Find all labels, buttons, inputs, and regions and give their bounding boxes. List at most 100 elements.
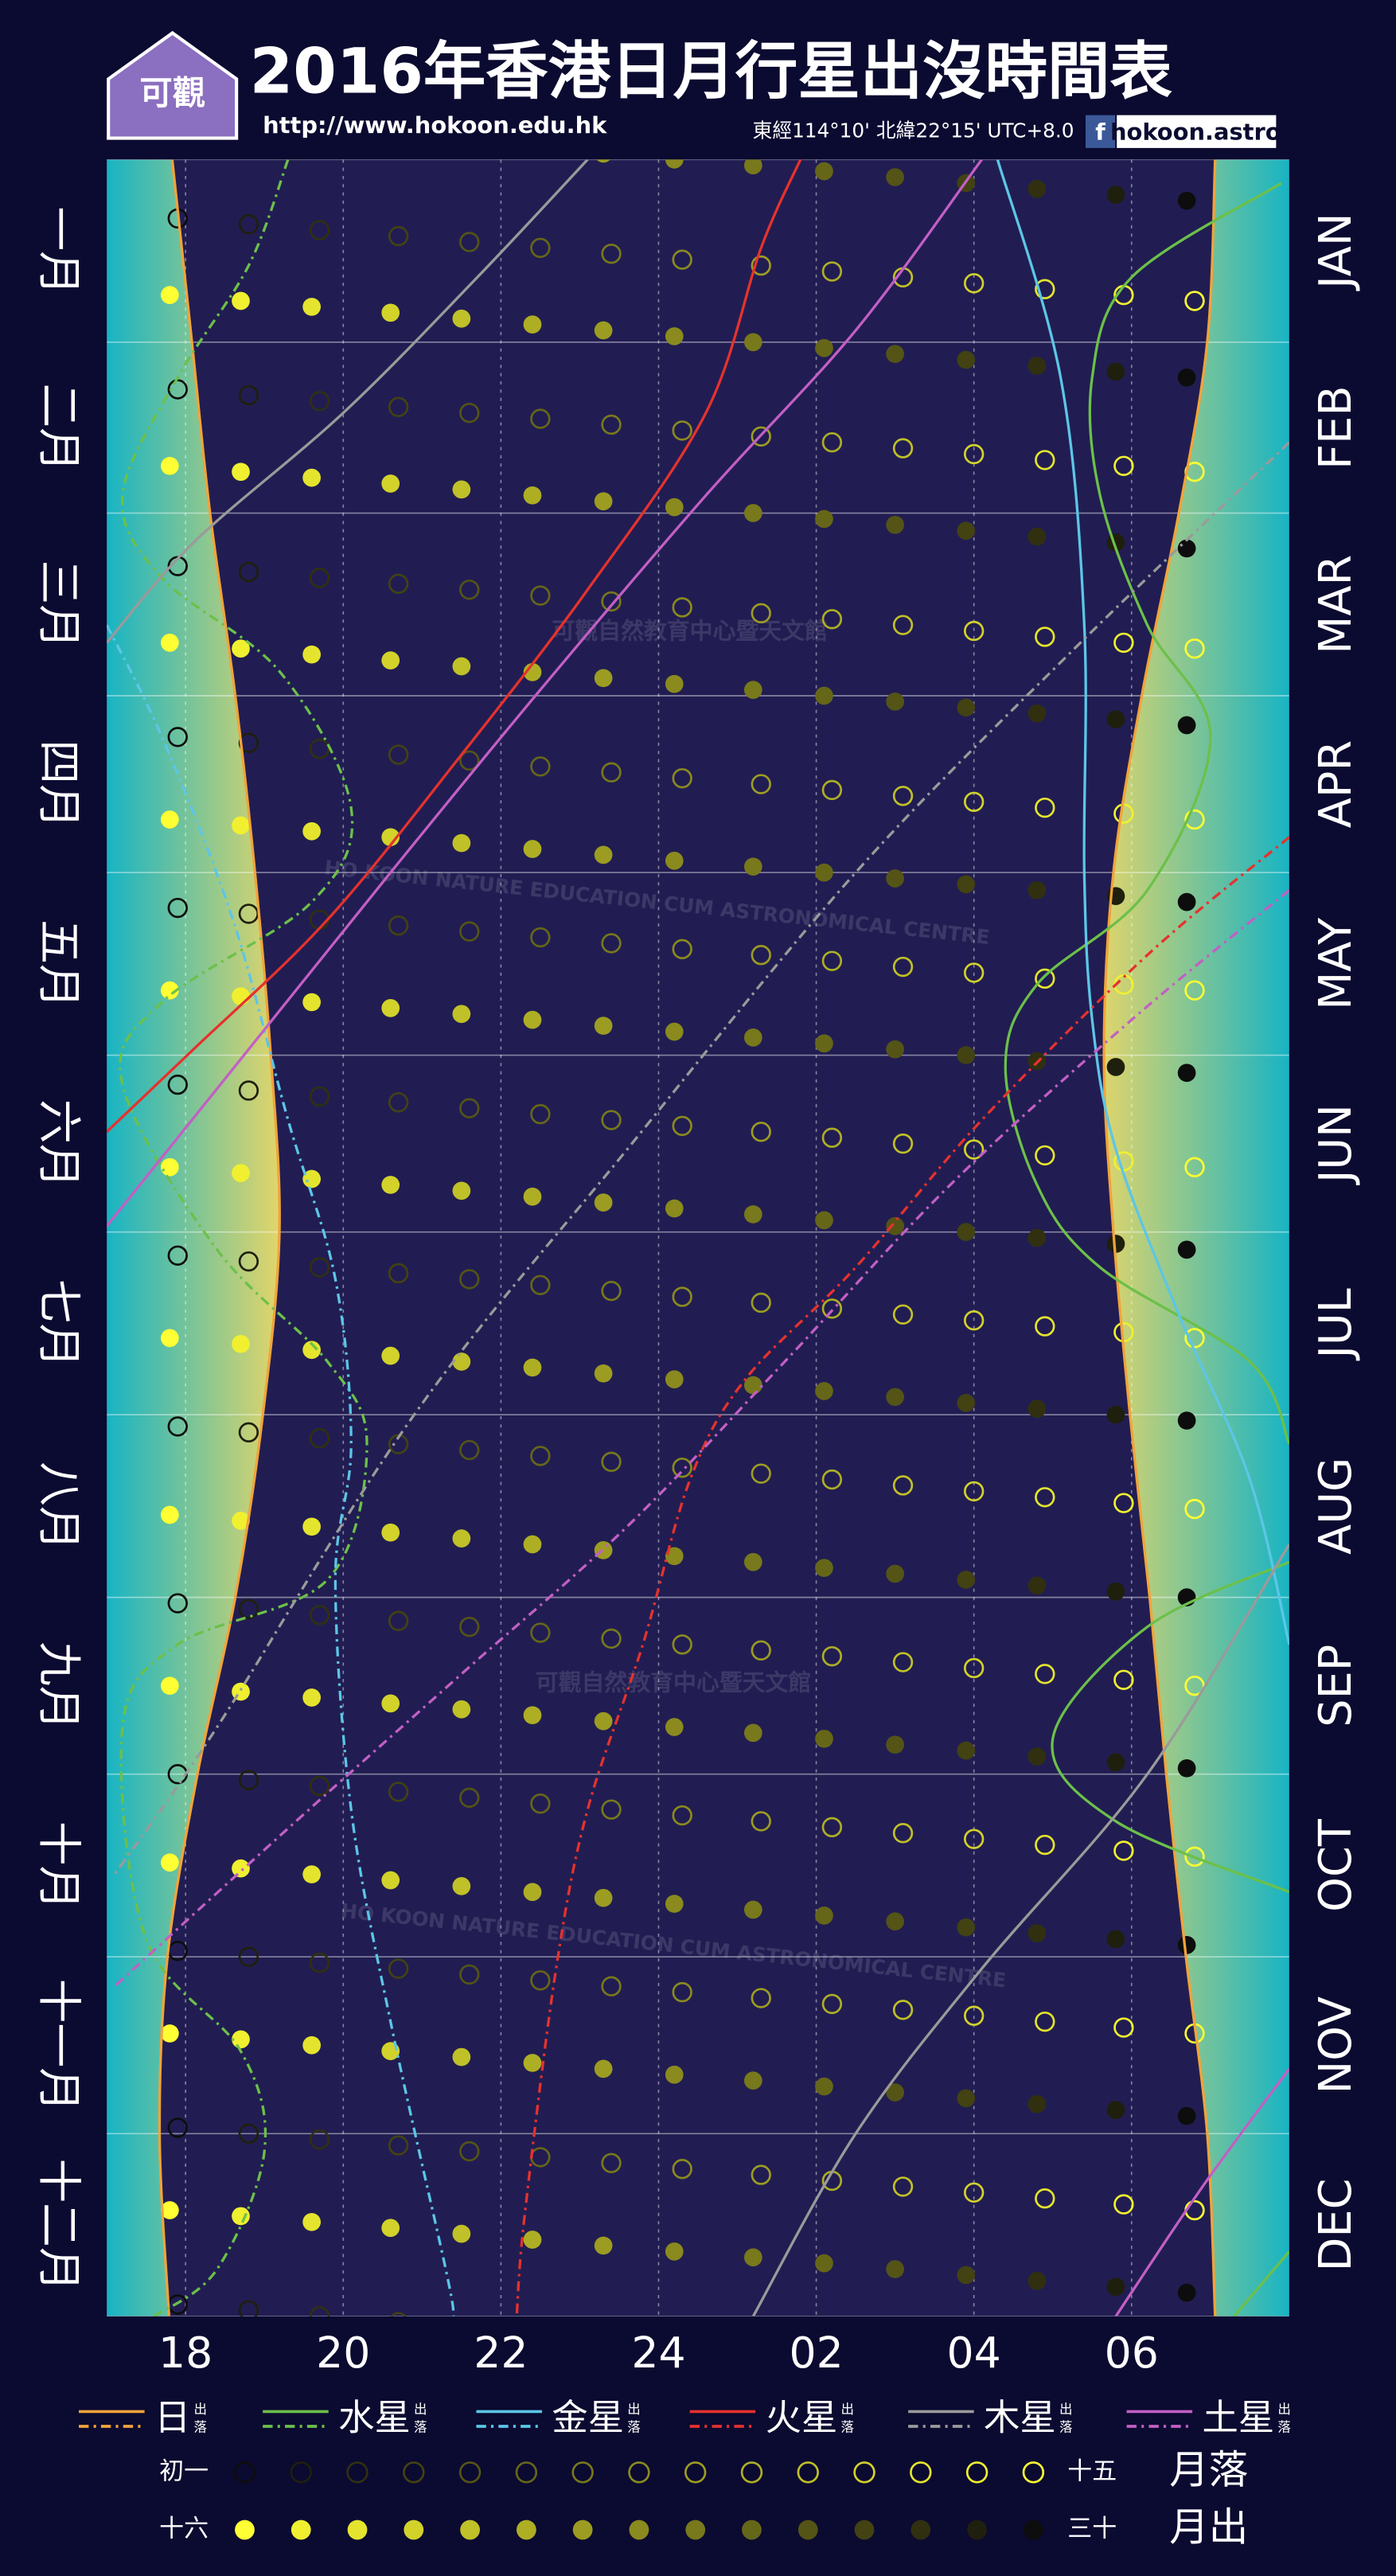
moonrise-dot xyxy=(596,159,610,163)
moonrise-dot xyxy=(1177,2283,1196,2302)
moonrise-dot xyxy=(232,1859,250,1878)
moon-legend-swatch xyxy=(797,2519,818,2540)
moon-legend-swatch xyxy=(516,2519,536,2540)
moonset-dot xyxy=(1035,2011,1055,2032)
moon-legend-swatch xyxy=(290,2461,312,2484)
moonset-dot xyxy=(309,568,330,588)
moonset-dot xyxy=(1184,980,1205,1001)
moonrise-dot xyxy=(381,474,400,493)
moonset-dot xyxy=(459,921,480,942)
legend-rise-note: 出 xyxy=(627,2402,641,2417)
moonset-dot xyxy=(459,1964,480,1985)
moonset-dot xyxy=(388,1092,409,1113)
moonrise-dot xyxy=(1106,185,1125,205)
moonrise-dot xyxy=(594,1888,613,1907)
moonrise-dot xyxy=(1028,2094,1047,2113)
moonrise-dot xyxy=(957,698,976,717)
twilight-dusk xyxy=(107,159,280,2316)
moonrise-dot xyxy=(381,1694,400,1713)
moonset-dot xyxy=(167,2117,188,2138)
moonset-dot xyxy=(1035,279,1055,299)
moonset-dot xyxy=(167,1245,188,1266)
moonrise-dot xyxy=(232,816,250,835)
moonrise-dot xyxy=(665,1547,684,1566)
moon-legend-label: 月落 xyxy=(1169,2446,1248,2492)
moonrise-dot xyxy=(957,2266,976,2285)
moonset-dot xyxy=(459,580,480,600)
month-label-en: MAR xyxy=(1310,555,1362,654)
moonset-dot xyxy=(821,1469,843,1490)
moonrise-dot xyxy=(1028,527,1047,546)
moonset-dot xyxy=(459,2141,480,2162)
moonset-dot xyxy=(672,1805,692,1826)
moon-legend-first: 十六 xyxy=(159,2515,209,2543)
moonrise-dot xyxy=(1177,1936,1196,1954)
set-line xyxy=(119,159,368,2316)
month-label-en: JAN xyxy=(1310,213,1362,291)
moonrise-dot xyxy=(232,1164,250,1182)
moonset-dot xyxy=(388,1263,409,1284)
moon-legend-swatch xyxy=(967,2519,987,2540)
moonrise-dot xyxy=(1177,892,1196,911)
month-label-en: NOV xyxy=(1310,1996,1362,2094)
moonrise-dot xyxy=(302,298,322,316)
moonset-dot xyxy=(892,615,914,635)
moonset-dot xyxy=(672,597,692,618)
moon-legend-swatch xyxy=(854,2519,875,2540)
set-line xyxy=(158,159,281,2316)
moonrise-dot xyxy=(1177,2106,1196,2125)
x-tick-label: 02 xyxy=(789,2328,843,2378)
moon-legend-swatch xyxy=(346,2461,368,2484)
social-bg xyxy=(1117,115,1277,148)
moonrise-dot xyxy=(1177,191,1196,210)
moonset-dot xyxy=(821,1127,843,1148)
rise-line xyxy=(1004,181,1289,2316)
moonrise-dot xyxy=(743,857,762,876)
moonrise-dot xyxy=(594,1711,613,1731)
moonset-dot xyxy=(459,402,480,423)
legend-rise-note: 出 xyxy=(1059,2402,1073,2417)
moonrise-dot xyxy=(302,1865,322,1883)
legend-set-note: 落 xyxy=(193,2420,207,2435)
moonrise-dot xyxy=(452,657,471,676)
moonrise-dot xyxy=(665,2242,684,2261)
moonrise-dot xyxy=(452,309,471,328)
moonset-dot xyxy=(388,1782,409,1802)
moonrise-dot xyxy=(452,2047,471,2067)
moonrise-dot xyxy=(957,1393,976,1412)
moonset-dot xyxy=(167,897,188,919)
moonrise-dot xyxy=(302,2212,322,2231)
month-label-en: OCT xyxy=(1310,1818,1362,1912)
moonset-dot xyxy=(1184,1846,1205,1868)
moonrise-dot xyxy=(1106,2277,1125,2297)
moonrise-dot xyxy=(381,828,400,847)
moon-legend-swatch xyxy=(1023,2519,1043,2540)
moon-legend-swatch xyxy=(291,2519,311,2540)
moonset-dot xyxy=(751,2164,771,2185)
moonrise-dot xyxy=(957,350,976,369)
moonset-dot xyxy=(530,1793,551,1814)
moonrise-dot xyxy=(161,1853,179,1872)
moonset-dot xyxy=(1113,1669,1134,1690)
legend-rise-note: 出 xyxy=(193,2402,206,2417)
moonrise-dot xyxy=(815,1034,833,1053)
moonset-dot xyxy=(388,1610,409,1631)
month-label-zh: 二月 xyxy=(33,383,84,471)
moonrise-dot xyxy=(161,1505,179,1524)
moonrise-dot xyxy=(302,1688,322,1707)
moonrise-dot xyxy=(594,1017,613,1035)
moonrise-dot xyxy=(452,1877,471,1895)
legend-label: 日 xyxy=(154,2396,190,2438)
logo-shape xyxy=(107,30,239,140)
moonset-dot xyxy=(1113,455,1134,476)
moonset-dot xyxy=(963,962,985,983)
legend-rise-note: 出 xyxy=(1277,2402,1291,2417)
moonset-dot xyxy=(892,1304,914,1325)
legend-set-note: 落 xyxy=(1059,2420,1073,2435)
moonset-dot xyxy=(821,1645,843,1667)
moonrise-dot xyxy=(957,1741,976,1760)
moonset-dot xyxy=(751,1292,771,1313)
moonrise-dot xyxy=(1028,1228,1047,1247)
moonrise-dot xyxy=(302,468,322,487)
watermark: 可觀自然教育中心暨天文館 xyxy=(552,618,828,645)
